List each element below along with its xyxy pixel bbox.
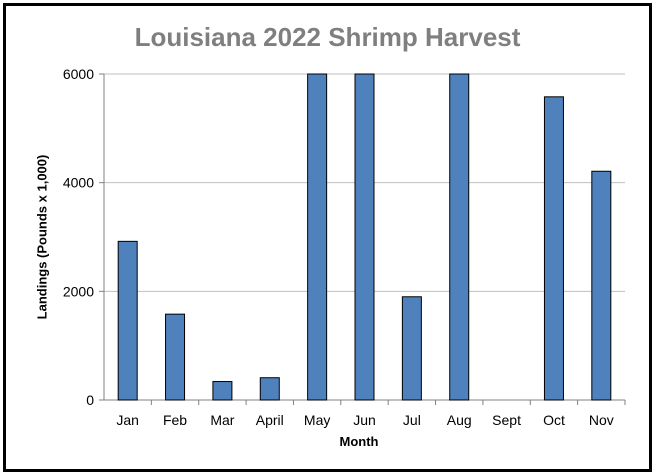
x-tick-label: April bbox=[256, 412, 284, 428]
y-tick-label: 2000 bbox=[63, 283, 94, 299]
x-tick-label: Jul bbox=[403, 412, 421, 428]
x-tick-label: Oct bbox=[543, 412, 565, 428]
y-tick-label: 0 bbox=[86, 392, 94, 408]
y-tick-label: 4000 bbox=[63, 175, 94, 191]
y-tick-label: 6000 bbox=[63, 66, 94, 82]
bar bbox=[591, 170, 612, 401]
bar bbox=[212, 381, 233, 401]
bar bbox=[259, 377, 280, 401]
bar bbox=[354, 73, 375, 401]
x-tick-label: Aug bbox=[447, 412, 472, 428]
x-tick-label: Feb bbox=[163, 412, 187, 428]
x-tick-label: May bbox=[304, 412, 330, 428]
x-tick-label: Jan bbox=[116, 412, 139, 428]
chart-frame bbox=[3, 3, 652, 472]
bar bbox=[449, 73, 470, 401]
bar bbox=[401, 296, 422, 401]
bar bbox=[117, 240, 138, 401]
x-tick-label: Nov bbox=[589, 412, 614, 428]
bar bbox=[543, 96, 564, 401]
x-tick-label: Sept bbox=[492, 412, 521, 428]
bar bbox=[165, 313, 186, 401]
chart-title: Louisiana 2022 Shrimp Harvest bbox=[134, 22, 521, 52]
x-tick-label: Mar bbox=[210, 412, 234, 428]
x-tick-label: Jun bbox=[353, 412, 376, 428]
bar bbox=[307, 73, 328, 401]
x-axis-label: Month bbox=[339, 434, 379, 449]
